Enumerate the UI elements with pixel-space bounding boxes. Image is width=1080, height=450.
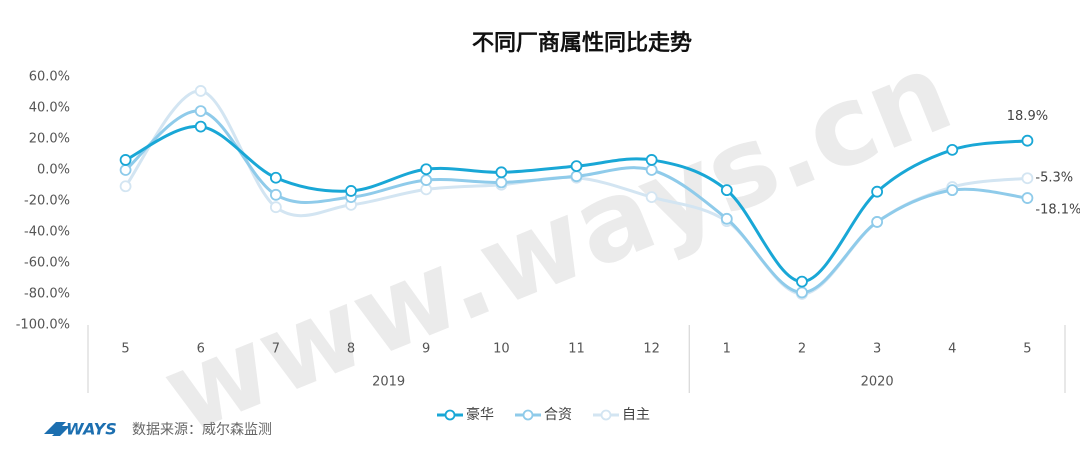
x-tick-label: 12 [643, 342, 660, 357]
x-tick-label: 6 [197, 342, 205, 357]
point [645, 154, 658, 166]
y-tick-label: -100.0% [16, 318, 70, 333]
logo-icon [44, 422, 70, 436]
x-tick-label: 11 [568, 342, 585, 357]
point [119, 180, 132, 193]
point [194, 85, 207, 97]
point [194, 120, 207, 133]
point [570, 170, 583, 183]
point [420, 163, 433, 176]
point [495, 176, 508, 189]
data-label: 18.9% [1007, 109, 1048, 124]
x-tick-label: 5 [1023, 342, 1031, 357]
point [119, 164, 132, 176]
point [796, 275, 808, 288]
point [495, 166, 508, 179]
logo: WAYS [66, 420, 117, 439]
point [1021, 172, 1034, 185]
point [269, 188, 282, 201]
x-group-label: 2020 [861, 375, 894, 390]
point [345, 185, 357, 197]
y-tick-label: 40.0% [29, 101, 70, 116]
legend-marker [600, 409, 612, 421]
legend-label: 合资 [544, 407, 572, 423]
point [871, 185, 884, 198]
point [194, 105, 207, 117]
x-tick-label: 1 [723, 342, 731, 357]
point [570, 160, 583, 173]
y-tick-label: 20.0% [29, 132, 70, 147]
y-tick-label: -80.0% [24, 287, 70, 302]
point [269, 171, 282, 184]
legend-marker [444, 409, 456, 421]
point [796, 286, 808, 299]
y-tick-label: -40.0% [24, 225, 70, 240]
x-tick-label: 2 [798, 342, 806, 357]
data-label: -18.1% [1035, 203, 1080, 218]
point [946, 184, 959, 197]
point [645, 164, 658, 176]
x-tick-label: 9 [422, 342, 430, 357]
point [420, 174, 433, 186]
point [720, 212, 733, 225]
source: 数据来源：威尔森监测 [132, 422, 272, 438]
point [946, 143, 959, 156]
point [645, 191, 658, 204]
x-tick-label: 3 [873, 342, 881, 357]
y-tick-label: 0.0% [37, 163, 70, 178]
point [1021, 134, 1034, 147]
x-group-label: 2019 [372, 375, 405, 390]
data-label: -5.3% [1035, 171, 1073, 186]
y-tick-label: -60.0% [24, 256, 70, 271]
point [1021, 192, 1034, 204]
y-tick-label: -20.0% [24, 194, 70, 209]
x-tick-label: 10 [493, 342, 510, 357]
chart-title: 不同厂商属性同比走势 [472, 30, 692, 56]
legend-label: 自主 [622, 407, 650, 423]
point [720, 184, 733, 197]
point [871, 216, 884, 228]
x-tick-label: 5 [121, 342, 129, 357]
y-tick-label: 60.0% [29, 70, 70, 85]
legend-label: 豪华 [466, 407, 494, 423]
x-tick-label: 7 [272, 342, 280, 357]
point [269, 201, 282, 214]
point [119, 154, 132, 166]
x-tick-label: 4 [948, 342, 956, 357]
legend-marker [522, 409, 534, 421]
x-tick-label: 8 [347, 342, 355, 357]
